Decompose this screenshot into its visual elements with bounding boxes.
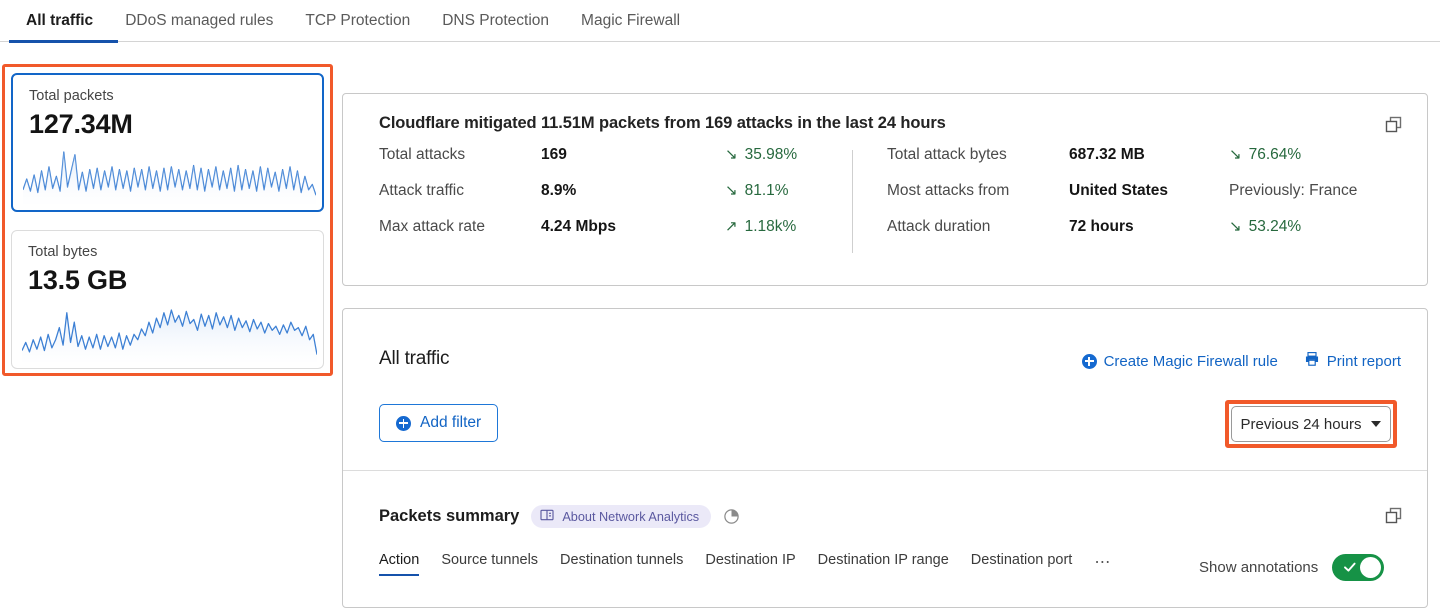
panel-actions: Create Magic Firewall rule Print report [1081, 351, 1401, 371]
show-annotations-label: Show annotations [1199, 559, 1319, 576]
metric-value: 127.34M [29, 109, 133, 139]
plus-circle-icon [396, 415, 411, 431]
create-magic-firewall-rule-link[interactable]: Create Magic Firewall rule [1081, 352, 1278, 370]
metric-label: Total packets [29, 88, 114, 104]
stat-value: United States [1069, 182, 1169, 199]
show-annotations-control: Show annotations [1199, 554, 1385, 581]
toggle-knob [1360, 557, 1382, 578]
stat-delta: Previously: France [1229, 182, 1357, 200]
packets-sub-tabs: Action Source tunnels Destination tunnel… [379, 552, 1112, 578]
time-range-highlight-region [1225, 400, 1397, 448]
stat-delta: ↘ 76.64% [1229, 146, 1301, 164]
stat-delta-value: Previously: France [1229, 182, 1358, 199]
stat-row-most-attacks-from: Most attacks from United States Previous… [887, 182, 1357, 218]
attack-summary-panel: Cloudflare mitigated 11.51M packets from… [342, 93, 1428, 286]
metric-value: 13.5 GB [28, 265, 128, 295]
time-range-label: Previous 24 hours [1240, 415, 1362, 433]
main-tab-bar: All traffic DDoS managed rules TCP Prote… [0, 0, 1440, 44]
sub-tab-destination-port[interactable]: Destination port [970, 552, 1073, 568]
arrow-down-icon: ↘ [1229, 146, 1242, 163]
metric-card-total-bytes[interactable]: Total bytes 13.5 GB [11, 230, 324, 369]
stat-row-attack-duration: Attack duration 72 hours ↘ 53.24% [887, 218, 1357, 254]
tab-tcp-protection[interactable]: TCP Protection [305, 12, 411, 29]
tab-magic-firewall[interactable]: Magic Firewall [581, 12, 681, 29]
panel-title: All traffic [379, 348, 450, 369]
stat-label: Attack traffic [379, 182, 464, 199]
add-filter-button[interactable]: Add filter [379, 404, 499, 442]
stat-label: Total attacks [379, 146, 466, 163]
book-icon [540, 509, 554, 524]
metric-card-total-packets[interactable]: Total packets 127.34M [11, 73, 324, 212]
stat-delta: ↘ 53.24% [1229, 218, 1301, 236]
stat-value: 169 [541, 146, 567, 163]
expand-icon[interactable] [1383, 505, 1405, 527]
stat-row-total-attacks: Total attacks 169 ↘ 35.98% [379, 146, 797, 182]
print-report-label: Print report [1326, 352, 1401, 370]
stat-delta-value: 35.98% [744, 146, 798, 163]
stats-column-left: Total attacks 169 ↘ 35.98% Attack traffi… [379, 146, 797, 254]
stats-column-right: Total attack bytes 687.32 MB ↘ 76.64% Mo… [887, 146, 1357, 254]
add-filter-label: Add filter [420, 414, 482, 431]
all-traffic-panel: All traffic Create Magic Firewall rule P… [342, 308, 1428, 608]
stat-delta: ↘ 81.1% [725, 182, 789, 200]
about-label: About Network Analytics [562, 509, 700, 524]
stat-value: 8.9% [541, 182, 577, 199]
tab-all-traffic[interactable]: All traffic [26, 12, 94, 29]
printer-icon [1304, 351, 1320, 371]
stat-delta-value: 76.64% [1248, 146, 1302, 163]
arrow-down-icon: ↘ [1229, 218, 1242, 235]
stat-row-attack-traffic: Attack traffic 8.9% ↘ 81.1% [379, 182, 797, 218]
stat-delta-value: 1.18k% [744, 218, 797, 235]
arrow-up-icon: ↗ [725, 218, 738, 235]
stat-value: 72 hours [1069, 218, 1134, 235]
sub-tab-source-tunnels[interactable]: Source tunnels [441, 552, 539, 568]
stat-label: Attack duration [887, 218, 991, 235]
chevron-down-icon [1371, 421, 1382, 427]
sub-tab-destination-ip-range[interactable]: Destination IP range [817, 552, 949, 568]
plus-circle-icon [1081, 353, 1097, 369]
stat-delta-value: 81.1% [744, 182, 789, 199]
ellipsis-icon[interactable]: ⋯ [1094, 554, 1112, 571]
check-icon [1343, 560, 1357, 574]
packets-summary-title: Packets summary [379, 507, 520, 525]
stat-value: 4.24 Mbps [541, 218, 616, 235]
stat-label: Total attack bytes [887, 146, 1007, 163]
tab-bar-divider [0, 41, 1440, 42]
pie-chart-icon[interactable] [723, 508, 740, 525]
sub-tab-action[interactable]: Action [379, 552, 420, 576]
time-range-select[interactable]: Previous 24 hours [1231, 406, 1391, 442]
stats-divider [852, 150, 853, 253]
arrow-down-icon: ↘ [725, 182, 738, 199]
stat-label: Most attacks from [887, 182, 1010, 199]
tab-ddos-managed-rules[interactable]: DDoS managed rules [125, 12, 274, 29]
create-rule-label: Create Magic Firewall rule [1103, 352, 1278, 370]
sub-tab-destination-tunnels[interactable]: Destination tunnels [560, 552, 684, 568]
stat-delta: ↘ 35.98% [725, 146, 797, 164]
show-annotations-toggle[interactable] [1332, 554, 1385, 581]
tab-active-indicator [9, 40, 118, 43]
about-network-analytics-pill[interactable]: About Network Analytics [531, 505, 712, 528]
stat-label: Max attack rate [379, 218, 485, 235]
stat-row-max-attack-rate: Max attack rate 4.24 Mbps ↗ 1.18k% [379, 218, 797, 254]
print-report-link[interactable]: Print report [1304, 351, 1401, 371]
sparkline-total-bytes [22, 304, 317, 362]
sub-tab-destination-ip[interactable]: Destination IP [705, 552, 796, 568]
summary-headline: Cloudflare mitigated 11.51M packets from… [379, 114, 946, 132]
stat-row-total-attack-bytes: Total attack bytes 687.32 MB ↘ 76.64% [887, 146, 1357, 182]
sparkline-total-packets [23, 146, 316, 204]
metric-cards-highlight-region: Total packets 127.34M Total bytes 13.5 G… [2, 64, 333, 376]
arrow-down-icon: ↘ [725, 146, 738, 163]
expand-icon[interactable] [1383, 114, 1405, 136]
stat-delta-value: 53.24% [1248, 218, 1302, 235]
packets-summary-header: Packets summary About Network Analytics [379, 505, 740, 528]
stat-delta: ↗ 1.18k% [725, 218, 796, 236]
tab-list: All traffic DDoS managed rules TCP Prote… [0, 0, 1440, 43]
metric-label: Total bytes [28, 244, 98, 260]
tab-dns-protection[interactable]: DNS Protection [442, 12, 550, 29]
panel-section-divider [343, 470, 1427, 471]
stat-value: 687.32 MB [1069, 146, 1145, 163]
